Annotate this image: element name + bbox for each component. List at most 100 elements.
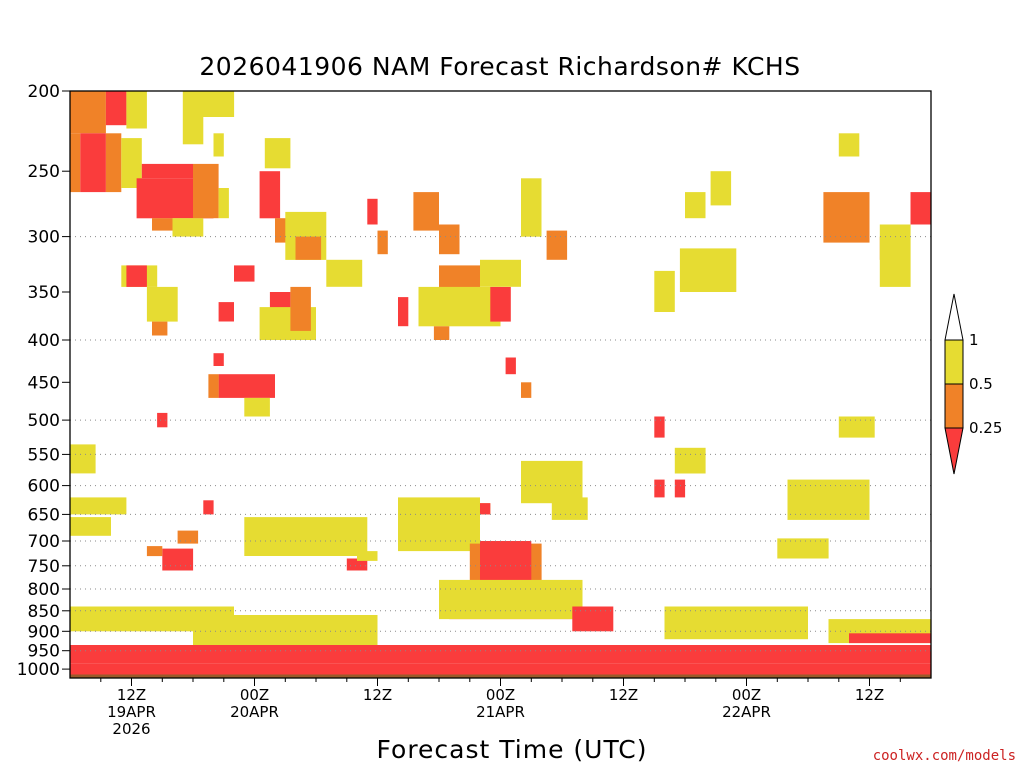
ri-region-red [218, 374, 275, 398]
ri-region-yellow [664, 606, 808, 640]
x-tick-label: 2026 [112, 720, 150, 738]
ri-region-yellow [70, 497, 127, 515]
y-tick-label: 650 [28, 505, 60, 525]
y-tick-label: 350 [28, 283, 60, 303]
ri-region-red [80, 133, 106, 193]
ri-region-yellow [879, 224, 911, 287]
y-tick-label: 900 [28, 622, 60, 642]
ri-region-yellow [480, 259, 521, 287]
ri-region-orange [70, 133, 81, 193]
ri-region-yellow [710, 171, 732, 206]
ri-region-yellow [126, 91, 147, 129]
ri-region-red [157, 412, 168, 428]
ri-region-yellow [357, 551, 378, 561]
y-tick-label: 200 [28, 82, 60, 102]
credit-text: coolwx.com/models [873, 748, 1016, 764]
ri-region-orange [377, 230, 388, 255]
ri-region-orange [295, 236, 322, 260]
ri-region-red [849, 633, 931, 644]
ri-region-yellow [326, 259, 363, 287]
ri-region-ground [70, 674, 931, 678]
ri-region-yellow [398, 497, 480, 552]
ri-region-red [674, 479, 686, 498]
legend-arrow-bottom [944, 427, 964, 475]
ri-region-red [70, 645, 931, 664]
legend-swatch [944, 339, 964, 385]
x-axis-label: Forecast Time (UTC) [377, 735, 648, 764]
ri-region-red [398, 297, 409, 327]
y-tick-label: 550 [28, 445, 60, 465]
ri-region-red [105, 91, 127, 126]
x-tick-label: 19APR [107, 703, 156, 721]
ri-region-yellow [182, 117, 204, 145]
ri-region-red [910, 192, 931, 225]
legend: 1 0.5 0.25 [944, 293, 1002, 475]
legend-swatch [944, 383, 964, 429]
ri-region-yellow [838, 133, 860, 157]
ri-region-yellow [172, 218, 204, 237]
y-tick-label: 750 [28, 557, 60, 577]
ri-region-red [346, 558, 368, 571]
ri-region-yellow [70, 444, 96, 474]
ri-region-red [126, 265, 147, 287]
ri-region-red [234, 265, 255, 282]
x-tick-label: 00Z [732, 686, 761, 704]
ri-region-yellow [551, 497, 588, 520]
ri-region-red [213, 353, 224, 366]
ri-region-red [654, 416, 665, 438]
ri-region-yellow [264, 138, 291, 169]
legend-label: 0.25 [969, 419, 1002, 437]
y-tick-label: 600 [28, 477, 60, 497]
ri-region-orange [70, 91, 106, 134]
y-tick-label: 500 [28, 411, 60, 431]
ri-region-yellow [146, 286, 178, 322]
ri-region-yellow [679, 248, 737, 292]
ri-region-orange [433, 326, 450, 340]
x-tick-label: 12Z [117, 686, 146, 704]
y-tick-label: 1000 [17, 660, 60, 680]
ri-region-orange [290, 286, 311, 331]
ri-region-yellow [244, 517, 368, 556]
ri-region-orange [105, 133, 122, 193]
x-tick-label: 12Z [609, 686, 638, 704]
ri-region-red [203, 500, 214, 515]
x-tick-label: 00Z [486, 686, 515, 704]
ri-region-yellow [674, 447, 706, 474]
ri-region-yellow [218, 188, 229, 219]
y-tick-label: 800 [28, 580, 60, 600]
ri-region-red [480, 503, 491, 515]
y-tick-label: 950 [28, 642, 60, 662]
ri-region-yellow [787, 479, 870, 520]
ri-region-red [141, 163, 194, 179]
y-tick-label: 700 [28, 532, 60, 552]
ri-region-orange [823, 192, 870, 243]
x-tick-label: 22APR [722, 703, 771, 721]
x-tick-label: 12Z [363, 686, 392, 704]
ri-region-red [70, 663, 931, 675]
ri-region-orange [439, 224, 460, 255]
heatmap-cells [70, 91, 931, 678]
ri-region-yellow [521, 460, 583, 504]
ri-region-yellow [521, 178, 542, 237]
legend-label: 1 [969, 331, 979, 349]
y-tick-label: 300 [28, 228, 60, 248]
ri-region-yellow [838, 416, 875, 438]
ri-region-orange [546, 230, 568, 260]
legend-label: 0.5 [969, 375, 993, 393]
plot-area [69, 90, 932, 679]
chart-title: 2026041906 NAM Forecast Richardson# KCHS [199, 52, 800, 81]
ri-region-red [367, 198, 378, 225]
gridlines [70, 236, 931, 652]
y-axis: 200 250 300 350 400 450 500 550 600 650 700 750 8008… [17, 82, 70, 680]
ri-region-yellow [654, 270, 675, 312]
ri-region-yellow [182, 91, 235, 117]
y-tick-label: 400 [28, 331, 60, 351]
y-tick-label: 450 [28, 373, 60, 393]
legend-arrow-top [944, 293, 964, 341]
ri-region-orange [177, 530, 199, 544]
ri-region-yellow [70, 517, 111, 536]
y-tick-label: 250 [28, 162, 60, 182]
y-tick-label: 850 [28, 602, 60, 622]
ri-region-orange [208, 374, 219, 398]
